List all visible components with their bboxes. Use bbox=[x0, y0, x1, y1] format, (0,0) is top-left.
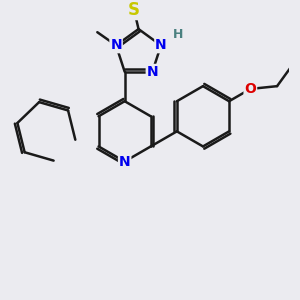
Text: H: H bbox=[173, 28, 183, 41]
Text: N: N bbox=[147, 65, 158, 79]
Text: S: S bbox=[128, 1, 140, 19]
Text: N: N bbox=[110, 38, 122, 52]
Text: N: N bbox=[119, 154, 130, 169]
Text: N: N bbox=[155, 38, 167, 52]
Text: O: O bbox=[244, 82, 256, 96]
